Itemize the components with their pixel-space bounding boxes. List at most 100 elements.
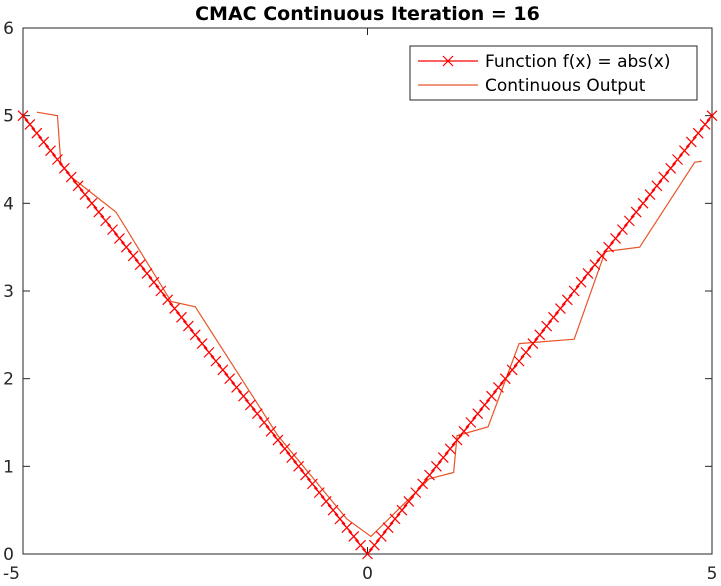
marker-stroke [692, 127, 704, 139]
marker-stroke [72, 180, 84, 192]
marker-stroke [258, 417, 270, 428]
series-marker-function [100, 215, 112, 227]
marker-stroke [362, 548, 373, 560]
series-marker-function [582, 268, 594, 279]
marker-stroke [65, 171, 77, 183]
marker-stroke [582, 268, 594, 279]
series-marker-function [651, 180, 663, 192]
x-tick-label: 0 [362, 564, 373, 584]
series-layer [17, 110, 718, 560]
marker-stroke [93, 206, 105, 218]
marker-stroke [100, 215, 112, 227]
series-line-continuous-output [36, 111, 702, 538]
marker-stroke [410, 487, 422, 499]
marker-stroke [272, 434, 284, 446]
marker-stroke [45, 145, 56, 157]
series-marker-function [182, 320, 194, 332]
marker-stroke [300, 469, 311, 481]
marker-stroke [506, 364, 518, 376]
marker-stroke [320, 495, 332, 507]
marker-stroke [189, 329, 201, 341]
marker-stroke [251, 408, 263, 420]
marker-stroke [238, 390, 249, 402]
series-marker-function [437, 452, 449, 463]
series-marker-function [31, 127, 43, 139]
series-marker-function [554, 303, 566, 314]
marker-stroke [306, 478, 318, 490]
series-marker-function [320, 495, 332, 507]
marker-stroke [382, 522, 394, 534]
marker-stroke [679, 145, 690, 157]
series-marker-function [658, 171, 670, 183]
chart-title: CMAC Continuous Iteration = 16 [195, 3, 540, 25]
series-marker-function [382, 522, 394, 534]
series-marker-function [472, 408, 484, 420]
marker-stroke [334, 513, 346, 525]
marker-stroke [437, 452, 449, 463]
series-marker-function [589, 259, 601, 271]
marker-stroke [224, 373, 236, 385]
marker-stroke [486, 390, 497, 402]
marker-stroke [513, 355, 525, 367]
series-marker-function [375, 531, 387, 542]
series-marker-function [410, 487, 422, 499]
y-tick-label: 1 [3, 457, 14, 477]
marker-stroke [52, 154, 63, 165]
series-marker-function [258, 417, 270, 428]
series-marker-function [679, 145, 690, 157]
marker-stroke [134, 259, 146, 271]
marker-stroke [217, 364, 229, 376]
plot-area [22, 27, 713, 555]
legend-box [409, 45, 698, 101]
marker-stroke [561, 294, 573, 306]
series-marker-function [665, 162, 677, 174]
y-tick-label: 4 [3, 194, 14, 214]
series-marker-function [169, 303, 181, 314]
marker-stroke [617, 224, 628, 236]
marker-stroke [499, 373, 511, 385]
series-marker-function [444, 443, 456, 455]
marker-stroke [575, 276, 587, 288]
marker-stroke [17, 110, 29, 122]
series-marker-function [603, 241, 615, 253]
marker-stroke [244, 399, 256, 411]
marker-stroke [630, 206, 642, 218]
marker-stroke [548, 311, 559, 323]
series-marker-function [238, 390, 249, 402]
marker-stroke [589, 259, 601, 271]
series-marker-function [706, 110, 718, 122]
marker-stroke [492, 382, 504, 393]
legend-label-function: Function f(x) = abs(x) [485, 52, 670, 72]
series-marker-function [251, 408, 263, 420]
marker-stroke [162, 294, 174, 306]
series-marker-function [699, 119, 711, 130]
marker-stroke [86, 197, 98, 209]
marker-stroke [58, 162, 70, 174]
x-tick-label: -5 [3, 564, 20, 584]
series-marker-function [486, 390, 497, 402]
marker-stroke [127, 250, 139, 262]
marker-stroke [286, 452, 298, 463]
series-marker-function [389, 513, 401, 525]
series-marker-function [362, 548, 373, 560]
series-marker-function [65, 171, 77, 183]
series-marker-function [127, 250, 139, 262]
marker-stroke [141, 268, 153, 279]
marker-stroke [327, 504, 339, 516]
marker-stroke [603, 241, 615, 253]
marker-stroke [610, 232, 621, 244]
series-marker-function [38, 136, 50, 148]
series-marker-function [465, 417, 477, 428]
series-marker-function [548, 311, 559, 323]
series-marker-function [272, 434, 284, 446]
y-tick-label: 0 [3, 545, 14, 565]
series-marker-function [189, 329, 201, 341]
marker-stroke [672, 154, 683, 165]
x-tick-label: 5 [707, 564, 718, 584]
series-marker-function [561, 294, 573, 306]
series-marker-function [596, 250, 608, 262]
marker-stroke [637, 197, 649, 209]
series-marker-function [134, 259, 146, 271]
series-marker-function [534, 329, 546, 341]
